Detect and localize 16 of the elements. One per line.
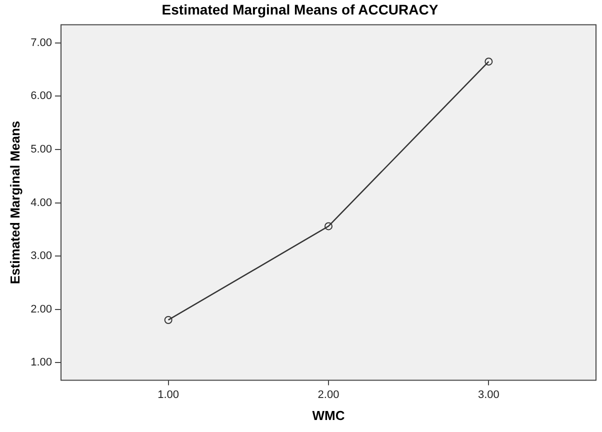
y-tick-label: 7.00 <box>30 36 52 49</box>
chart-title: Estimated Marginal Means of ACCURACY <box>162 1 439 18</box>
x-tick-label: 1.00 <box>158 388 180 401</box>
x-axis-title: WMC <box>312 408 346 423</box>
y-tick-label: 5.00 <box>30 144 52 156</box>
y-axis-title: Estimated Marginal Means <box>7 120 22 284</box>
x-tick-label: 2.00 <box>318 388 340 401</box>
y-tick-label: 2.00 <box>30 303 52 316</box>
y-tick-label: 4.00 <box>30 196 52 209</box>
point <box>164 316 172 324</box>
y-tick-label: 3.00 <box>30 250 52 262</box>
x-tick-label: 3.00 <box>478 388 500 401</box>
point <box>324 222 333 230</box>
y-tick-label: 1.00 <box>30 356 52 369</box>
y-tick-label: 6.00 <box>30 90 52 102</box>
point <box>484 58 493 66</box>
